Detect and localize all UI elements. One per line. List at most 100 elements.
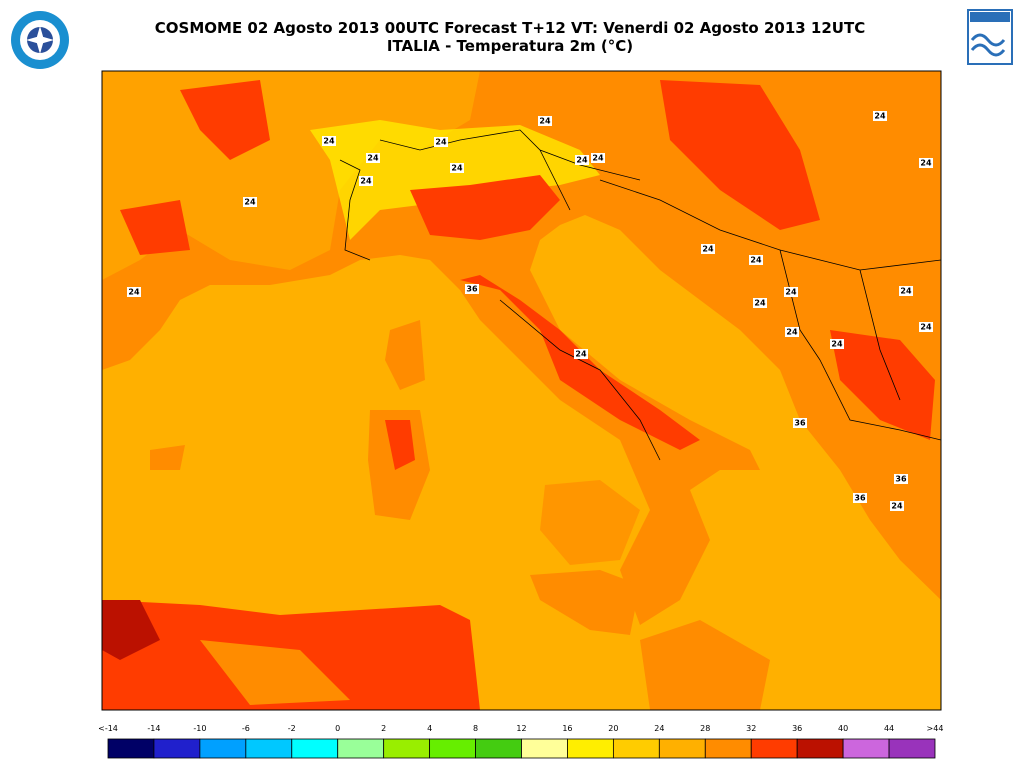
contour-label: 24 xyxy=(538,116,552,126)
colorbar-swatch xyxy=(612,738,660,759)
contour-label: 24 xyxy=(434,137,448,147)
colorbar-label: -14 xyxy=(147,724,160,733)
colorbar-swatch xyxy=(153,738,201,759)
contour-label: 36 xyxy=(793,418,807,428)
colorbar-swatch xyxy=(658,738,706,759)
contour-label-text: 24 xyxy=(785,288,797,297)
contour-label-text: 36 xyxy=(466,285,478,294)
contour-label-bg xyxy=(919,322,933,332)
contour-label-text: 24 xyxy=(576,156,588,165)
contour-label: 24 xyxy=(785,327,799,337)
colorbar-swatch xyxy=(475,738,522,759)
contour-label: 24 xyxy=(243,197,257,207)
contour-label-text: 24 xyxy=(435,138,447,147)
colorbar-swatch xyxy=(704,738,752,759)
colorbar-swatch xyxy=(521,738,568,759)
contour-label-text: 24 xyxy=(891,502,903,511)
contour-label: 24 xyxy=(784,287,798,297)
colorbar-label: -2 xyxy=(288,724,296,733)
contour-label-text: 24 xyxy=(920,323,932,332)
contour-label-bg xyxy=(465,284,479,294)
contour-label-bg xyxy=(434,137,448,147)
contour-label-bg xyxy=(591,153,605,163)
colorbar-label: 16 xyxy=(562,724,572,733)
colorbar-label: 36 xyxy=(792,724,802,733)
colorbar-label: 28 xyxy=(700,724,710,733)
contour-label-text: 36 xyxy=(794,419,806,428)
colorbar-swatch xyxy=(750,738,798,759)
contour-label-bg xyxy=(793,418,807,428)
colorbar-label: 8 xyxy=(473,724,478,733)
contour-label-text: 24 xyxy=(831,340,843,349)
contour-label-bg xyxy=(853,493,867,503)
colorbar-swatch xyxy=(383,738,431,759)
contour-label: 24 xyxy=(574,349,588,359)
contour-label-bg xyxy=(749,255,763,265)
colorbar-label: 20 xyxy=(608,724,618,733)
contour-label: 24 xyxy=(890,501,904,511)
contour-label: 24 xyxy=(919,322,933,332)
colorbar-swatch xyxy=(291,738,339,759)
colorbar-label: 40 xyxy=(838,724,848,733)
contour-label: 24 xyxy=(322,136,336,146)
contour-label-bg xyxy=(450,163,464,173)
contour-label-text: 36 xyxy=(854,494,866,503)
contour-label-text: 24 xyxy=(451,164,463,173)
colorbar-label: 0 xyxy=(335,724,340,733)
contour-label-bg xyxy=(784,287,798,297)
contour-label-text: 24 xyxy=(367,154,379,163)
contour-label: 24 xyxy=(366,153,380,163)
contour-label-bg xyxy=(753,298,767,308)
contour-label: 36 xyxy=(894,474,908,484)
contour-label-bg xyxy=(899,286,913,296)
colorbar-label: 24 xyxy=(654,724,664,733)
contour-label-bg xyxy=(894,474,908,484)
colorbar-label: -10 xyxy=(193,724,206,733)
contour-label: 24 xyxy=(591,153,605,163)
colorbar-label: 12 xyxy=(516,724,526,733)
contour-label-bg xyxy=(575,155,589,165)
contour-label: 24 xyxy=(873,111,887,121)
contour-label-text: 24 xyxy=(702,245,714,254)
contour-label: 24 xyxy=(919,158,933,168)
contour-label: 24 xyxy=(359,176,373,186)
contour-label-text: 24 xyxy=(750,256,762,265)
contour-label-bg xyxy=(243,197,257,207)
contour-label: 36 xyxy=(853,493,867,503)
contour-label-bg xyxy=(890,501,904,511)
contour-label: 36 xyxy=(465,284,479,294)
contour-label-text: 24 xyxy=(786,328,798,337)
contour-label-text: 24 xyxy=(539,117,551,126)
contour-label: 24 xyxy=(753,298,767,308)
title-line1: COSMOME 02 Agosto 2013 00UTC Forecast T+… xyxy=(155,19,865,37)
contour-label: 24 xyxy=(749,255,763,265)
colorbar-swatch xyxy=(567,738,614,759)
contour-label-text: 24 xyxy=(874,112,886,121)
contour-label-bg xyxy=(701,244,715,254)
contour-label: 24 xyxy=(575,155,589,165)
contour-label: 24 xyxy=(899,286,913,296)
contour-label-text: 24 xyxy=(920,159,932,168)
contour-label-text: 24 xyxy=(323,137,335,146)
colorbar-swatch xyxy=(245,738,293,759)
colorbar-swatch xyxy=(842,738,890,759)
contour-label-bg xyxy=(574,349,588,359)
contour-label-text: 24 xyxy=(360,177,372,186)
contour-label-bg xyxy=(127,287,141,297)
contour-label-bg xyxy=(322,136,336,146)
map: 24 24 24 24 24 24 24 24 24 24 24 24 24 24 24 24 24 24 24 24… xyxy=(101,70,942,711)
colorbar-label: 32 xyxy=(746,724,756,733)
colorbar-swatch xyxy=(107,738,155,759)
contour-label: 24 xyxy=(127,287,141,297)
contour-label-bg xyxy=(538,116,552,126)
contour-label-bg xyxy=(919,158,933,168)
contour-label-text: 24 xyxy=(754,299,766,308)
logo-left xyxy=(11,11,69,69)
contour-label: 24 xyxy=(450,163,464,173)
colorbar-swatch xyxy=(796,738,844,759)
colorbar: <-14 -14 -10 -6 -2 0 2 4 8 12 16 20 24 28 32 36 40 44 >44 xyxy=(98,724,943,759)
colorbar-swatch xyxy=(429,738,476,759)
logo-right xyxy=(967,9,1013,65)
